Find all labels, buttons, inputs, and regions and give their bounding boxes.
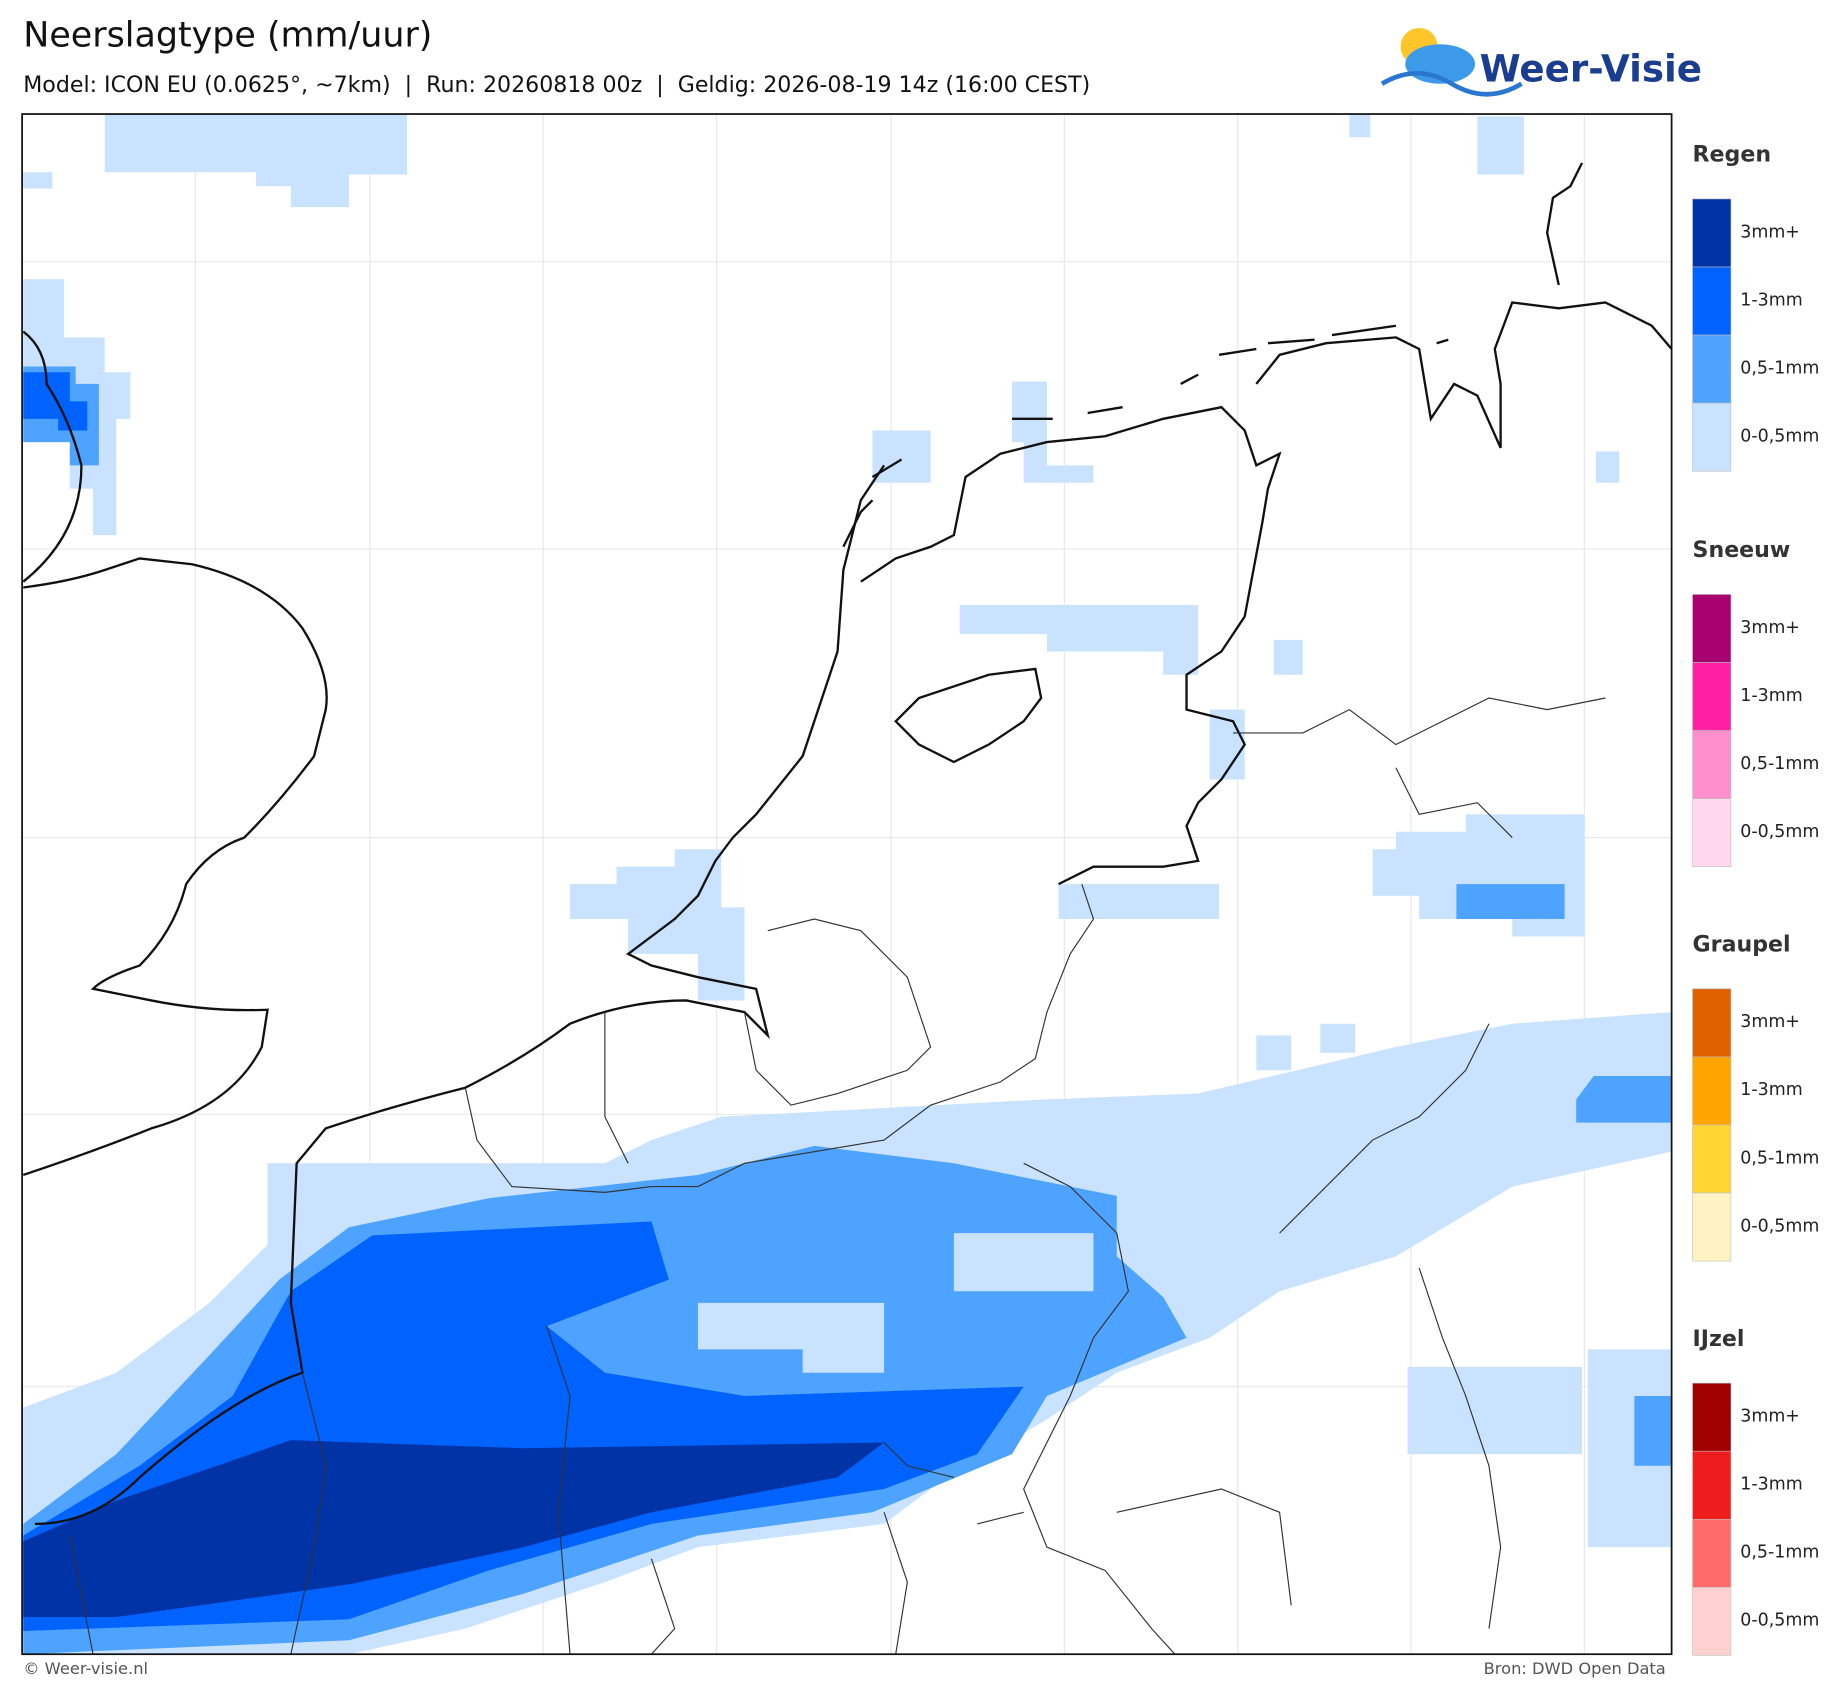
legend-title: Sneeuw: [1693, 537, 1791, 563]
title: Neerslagtype (mm/uur): [23, 16, 432, 56]
footer-credit: © Weer-visie.nl: [23, 1659, 148, 1678]
subtitle: Model: ICON EU (0.0625°, ~7km) | Run: 20…: [23, 72, 1090, 98]
legend-label: 3mm+: [1740, 1012, 1800, 1032]
border-belgium: [464, 883, 1095, 1193]
legend-swatch: [1692, 334, 1732, 404]
rain-moderate: [1456, 884, 1565, 920]
legend-swatch: [1692, 662, 1732, 731]
legend-label: 3mm+: [1740, 618, 1800, 638]
coast-england: [22, 330, 328, 1177]
precipitation: [23, 114, 1672, 1655]
logo-text: Weer-Visie: [1480, 46, 1702, 90]
legend-label: 3mm+: [1740, 1407, 1800, 1427]
legend-label: 0-0,5mm: [1740, 1216, 1819, 1236]
rain-light: [23, 114, 408, 208]
logo-wave: [1380, 71, 1523, 97]
legend-label: 1-3mm: [1740, 1475, 1802, 1495]
legend-label: 0,5-1mm: [1740, 1543, 1819, 1563]
legend-label: 0,5-1mm: [1740, 358, 1819, 378]
border-germany-states: [1116, 697, 1606, 1629]
legend-swatch: [1692, 1382, 1732, 1452]
rain-light: [697, 1233, 1094, 1373]
border-france: [69, 1325, 908, 1655]
coastlines: [22, 162, 1672, 1526]
legend-swatch: [1692, 1124, 1732, 1194]
legend-label: 1-3mm: [1740, 686, 1802, 706]
legend-label: 3mm+: [1740, 222, 1800, 242]
footer-source: Bron: DWD Open Data: [1484, 1659, 1666, 1678]
legend-swatch: [1692, 1587, 1732, 1656]
legend-label: 0,5-1mm: [1740, 1148, 1819, 1168]
coast-germany: [1255, 162, 1672, 449]
legend-label: 1-3mm: [1740, 1080, 1802, 1100]
legend-label: 0-0,5mm: [1740, 822, 1819, 842]
borders: [69, 697, 1606, 1655]
legend-label: 0,5-1mm: [1740, 754, 1819, 774]
legend-swatch: [1692, 730, 1732, 799]
legend-swatch: [1692, 1192, 1732, 1262]
legend-title: Regen: [1693, 142, 1772, 168]
legend-swatch: [1692, 266, 1732, 336]
coast-lowlands: [34, 405, 1282, 1526]
rain-light: [872, 114, 1620, 780]
map: [22, 114, 1672, 1655]
legend-title: Graupel: [1693, 932, 1791, 958]
border-east: [883, 1162, 1176, 1655]
legend-swatch: [1692, 988, 1732, 1058]
rain-heavy: [23, 372, 88, 431]
legend-swatch: [1692, 594, 1732, 663]
map-frame: [21, 113, 1673, 1656]
rain-light: [1256, 1023, 1672, 1548]
logo: Weer-Visie: [1380, 27, 1702, 97]
legend-label: 0-0,5mm: [1740, 1611, 1819, 1631]
coast-ijsselmeer: [894, 667, 1043, 764]
rain-light: [570, 814, 1585, 1001]
legend: Regen 3mm+ 1-3mm 0,5-1mm 0-0,5mm Sneeuw 3mm+ 1-…: [1692, 142, 1819, 1656]
coast-islands: [842, 324, 1449, 548]
legend-swatch: [1692, 1450, 1732, 1520]
rain-moderate: [1576, 1076, 1672, 1466]
legend-swatch: [1692, 1518, 1732, 1588]
legend-swatch: [1692, 798, 1732, 867]
legend-label: 1-3mm: [1740, 290, 1802, 310]
legend-title: IJzel: [1693, 1326, 1745, 1352]
rain-very-heavy: [23, 1440, 885, 1617]
legend-label: 0-0,5mm: [1740, 427, 1819, 447]
legend-swatch: [1692, 402, 1732, 472]
legend-swatch: [1692, 198, 1732, 268]
legend-swatch: [1692, 1056, 1732, 1126]
